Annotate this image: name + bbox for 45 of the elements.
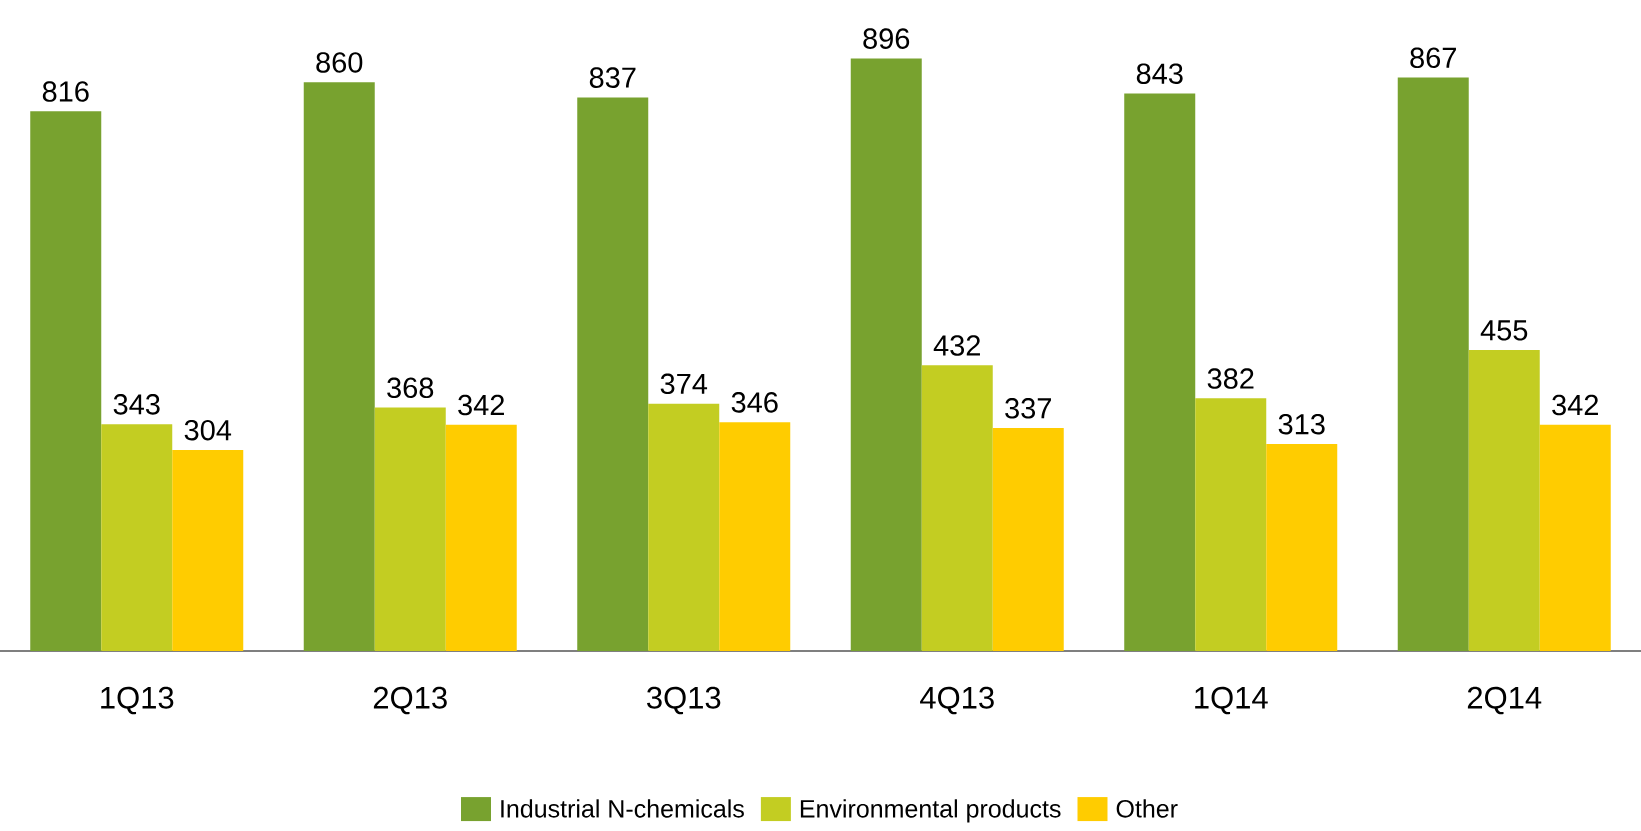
bar — [921, 365, 993, 651]
data-label: 432 — [933, 335, 980, 356]
bar — [172, 449, 244, 651]
data-label: 867 — [1410, 47, 1456, 69]
bar — [30, 111, 102, 651]
bar — [992, 428, 1064, 651]
bar — [374, 407, 446, 651]
data-label: 337 — [1005, 398, 1051, 419]
bar — [719, 422, 791, 651]
x-tick-label: 2Q13 — [373, 686, 447, 715]
data-label: 374 — [660, 373, 708, 395]
bar — [1468, 350, 1540, 651]
data-label: 455 — [1480, 320, 1528, 341]
data-label: 896 — [863, 28, 910, 49]
data-label: 816 — [42, 81, 89, 102]
bar — [648, 403, 720, 651]
x-tick-label: 4Q13 — [920, 686, 994, 715]
bar — [577, 97, 649, 651]
data-label: 843 — [1136, 63, 1183, 84]
bar — [1195, 398, 1267, 651]
bar — [303, 82, 375, 651]
bar — [445, 424, 517, 651]
bar — [1539, 424, 1611, 651]
bar — [850, 58, 922, 651]
x-tick-label: 1Q14 — [1195, 686, 1268, 715]
bar — [1266, 443, 1338, 651]
data-label: 382 — [1207, 368, 1254, 389]
x-tick-label: 3Q13 — [647, 686, 721, 715]
bar — [101, 424, 173, 651]
x-tick-label: 2Q14 — [1467, 686, 1542, 715]
data-label: 343 — [113, 394, 160, 415]
data-label: 837 — [589, 67, 636, 88]
bar — [1124, 93, 1196, 651]
bar — [1397, 77, 1469, 651]
legend-label: Other — [1116, 799, 1178, 818]
x-tick-label: 1Q13 — [101, 686, 174, 715]
data-label: 342 — [458, 394, 504, 416]
data-label: 304 — [184, 419, 232, 441]
data-label: 860 — [316, 52, 363, 73]
legend-label: Industrial N-chemicals — [501, 799, 744, 818]
data-label: 346 — [731, 392, 778, 413]
data-label: 342 — [1552, 394, 1598, 416]
data-label: 368 — [387, 377, 434, 399]
legend-label: Environmental products — [800, 799, 1061, 823]
data-label: 313 — [1278, 413, 1325, 435]
